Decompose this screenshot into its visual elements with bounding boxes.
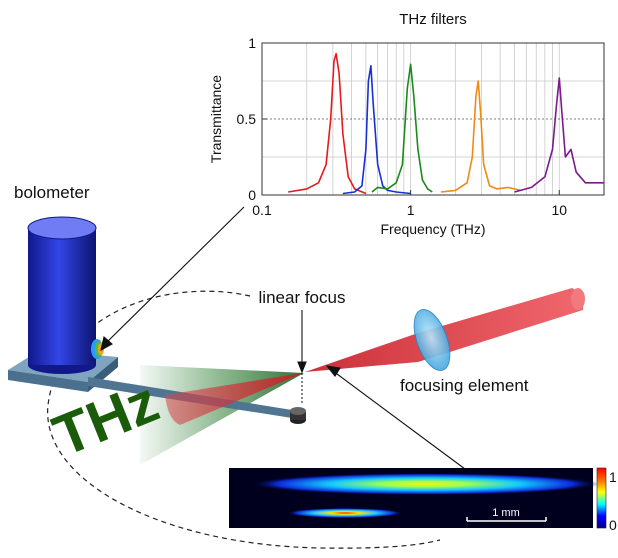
chart-ticks: 0.1 1 10 0 0.5 1 (237, 35, 568, 218)
intensity-spot-lower (287, 508, 403, 518)
focusing-element-label: focusing element (400, 376, 529, 395)
filter-curve-4 (440, 80, 521, 193)
bolometer-label: bolometer (14, 183, 90, 202)
bolometer-cylinder-top (27, 216, 97, 240)
chart-ylabel: Transmittance (208, 75, 224, 163)
thz-reflected-beam (165, 373, 303, 425)
y-tick-label: 0.5 (237, 111, 257, 127)
chart-xlabel: Frequency (THz) (380, 221, 485, 237)
chart-title: THz filters (399, 11, 467, 28)
focusing-lens (413, 308, 451, 372)
x-tick-label: 1 (407, 202, 415, 218)
y-tick-label: 0 (248, 187, 256, 203)
linear-focus-label: linear focus (259, 288, 346, 307)
chart-series (288, 52, 604, 195)
scale-bar-label: 1 mm (492, 507, 520, 519)
colorbar-max-label: 1 (609, 469, 617, 485)
intensity-map: 1 mm (229, 468, 600, 528)
bolometer-filter-window (91, 339, 104, 359)
bolometer-cylinder-body (28, 228, 96, 365)
laser-beam-end (571, 288, 585, 310)
intensity-spot-upper (250, 473, 600, 495)
chart-grid (261, 43, 605, 195)
x-tick-label: 10 (551, 202, 567, 218)
filter-curve-1 (288, 52, 367, 195)
colorbar-min-label: 0 (609, 517, 617, 533)
colorbar (596, 467, 607, 529)
thz-beam-cone (140, 365, 304, 465)
rotation-path (47, 290, 441, 549)
filter-curve-2 (342, 65, 411, 195)
bolometer-base-side (8, 370, 88, 392)
filter-curve-3 (371, 63, 433, 193)
y-tick-label: 1 (248, 35, 256, 51)
pointer-lines (100, 206, 466, 470)
x-tick-label: 0.1 (252, 202, 272, 218)
filter-curve-5 (514, 77, 604, 193)
rotation-pivot (290, 407, 306, 424)
